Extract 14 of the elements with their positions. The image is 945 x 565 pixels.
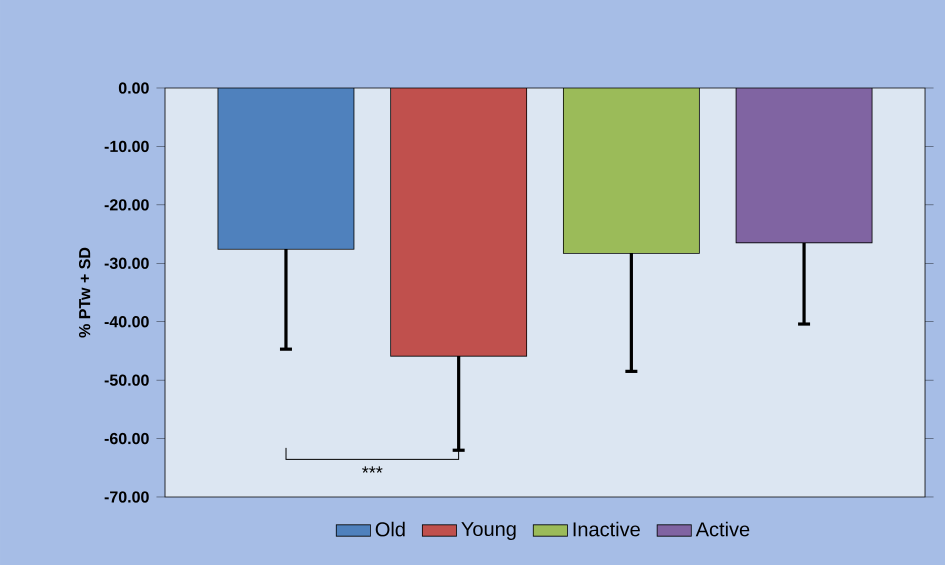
legend-label: Young: [461, 522, 516, 540]
y-tick-label: -20.00: [104, 199, 149, 211]
y-tick-label: -30.00: [104, 258, 149, 269]
legend-label: Old: [376, 522, 405, 536]
y-tick-label: -60.00: [104, 432, 149, 444]
y-tick-label: -70.00: [104, 491, 149, 503]
y-tick-label: -50.00: [104, 374, 149, 386]
annotation: ***: [362, 466, 383, 473]
y-tick-label: -40.00: [104, 316, 149, 328]
legend-label: Inactive: [574, 522, 640, 536]
y-axis-title: % PTw + SD: [78, 248, 90, 338]
y-tick-label: -10.00: [104, 140, 149, 152]
legend-label: Active: [696, 522, 750, 536]
y-tick-label: 0.00: [118, 82, 149, 94]
